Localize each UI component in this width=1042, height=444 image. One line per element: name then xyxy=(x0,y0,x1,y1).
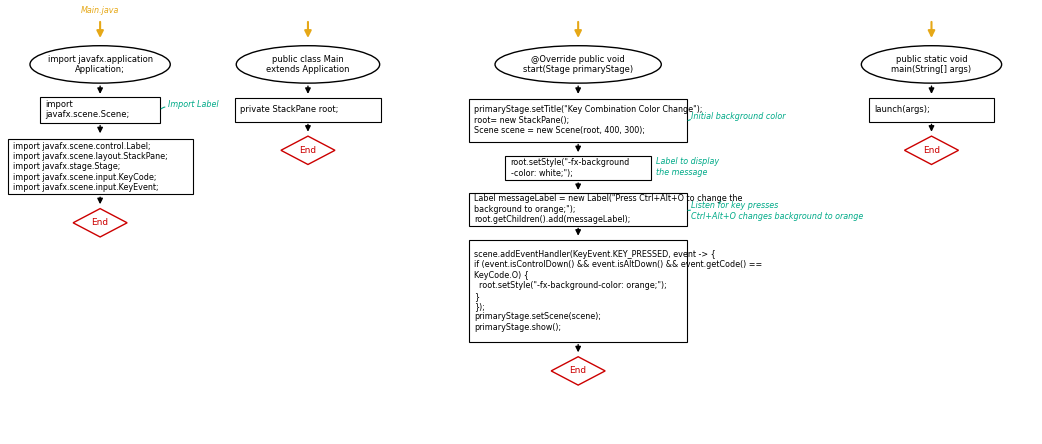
Polygon shape xyxy=(904,136,959,164)
Text: private StackPane root;: private StackPane root; xyxy=(241,105,339,114)
Ellipse shape xyxy=(862,46,1001,83)
Text: import javafx.application
Application;: import javafx.application Application; xyxy=(48,55,153,74)
FancyBboxPatch shape xyxy=(469,240,688,342)
Text: public static void
main(String[] args): public static void main(String[] args) xyxy=(891,55,971,74)
Text: root.setStyle("-fx-background
-color: white;");: root.setStyle("-fx-background -color: wh… xyxy=(511,159,629,178)
Polygon shape xyxy=(73,209,127,237)
Ellipse shape xyxy=(30,46,170,83)
FancyBboxPatch shape xyxy=(469,99,688,142)
Text: End: End xyxy=(92,218,108,227)
FancyBboxPatch shape xyxy=(235,98,380,122)
FancyBboxPatch shape xyxy=(41,97,159,123)
Text: public class Main
extends Application: public class Main extends Application xyxy=(266,55,350,74)
Text: End: End xyxy=(299,146,317,155)
Text: @Override public void
start(Stage primaryStage): @Override public void start(Stage primar… xyxy=(523,55,634,74)
Text: End: End xyxy=(570,366,587,376)
FancyBboxPatch shape xyxy=(7,139,193,194)
FancyBboxPatch shape xyxy=(869,98,994,122)
Text: Import Label: Import Label xyxy=(168,100,218,109)
Polygon shape xyxy=(281,136,334,164)
Ellipse shape xyxy=(237,46,379,83)
Text: Initial background color: Initial background color xyxy=(692,112,786,121)
Text: import javafx.scene.control.Label;
import javafx.scene.layout.StackPane;
import : import javafx.scene.control.Label; impor… xyxy=(13,142,168,192)
Text: Listen for key presses
Ctrl+Alt+O changes background to orange: Listen for key presses Ctrl+Alt+O change… xyxy=(692,201,864,221)
Polygon shape xyxy=(551,357,605,385)
Text: primaryStage.setTitle("Key Combination Color Change");
root= new StackPane();
Sc: primaryStage.setTitle("Key Combination C… xyxy=(474,106,702,135)
FancyBboxPatch shape xyxy=(505,155,651,180)
Text: launch(args);: launch(args); xyxy=(874,105,931,114)
Ellipse shape xyxy=(495,46,662,83)
Text: Main.java: Main.java xyxy=(81,6,119,15)
Text: Label messageLabel = new Label("Press Ctrl+Alt+O to change the
background to ora: Label messageLabel = new Label("Press Ct… xyxy=(474,194,743,224)
Text: End: End xyxy=(923,146,940,155)
FancyBboxPatch shape xyxy=(469,193,688,226)
Text: scene.addEventHandler(KeyEvent.KEY_PRESSED, event -> {
if (event.isControlDown(): scene.addEventHandler(KeyEvent.KEY_PRESS… xyxy=(474,250,763,332)
Text: Label to display
the message: Label to display the message xyxy=(656,157,719,177)
Text: import
javafx.scene.Scene;: import javafx.scene.Scene; xyxy=(46,100,130,119)
